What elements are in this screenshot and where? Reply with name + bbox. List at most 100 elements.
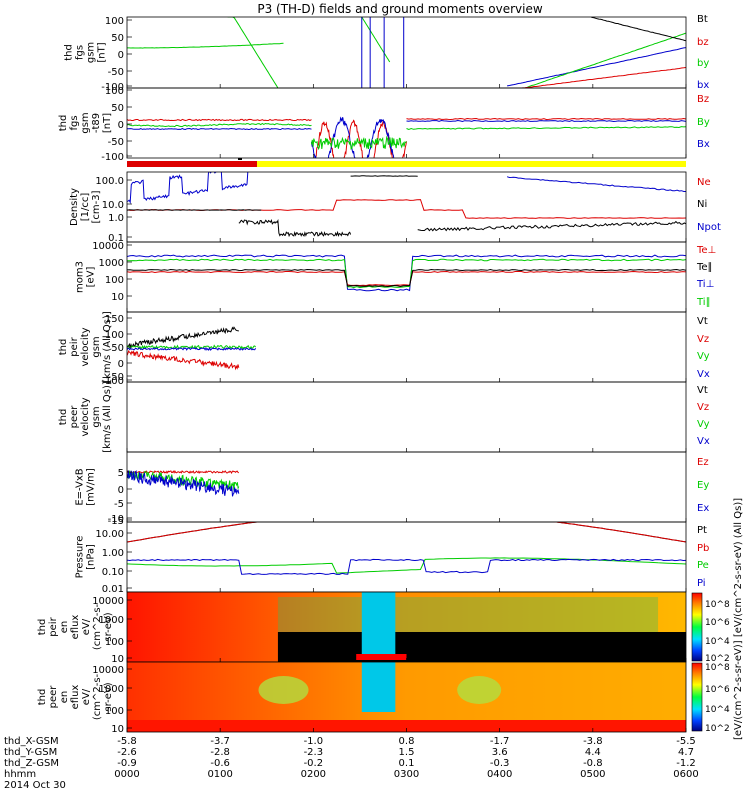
y-tick-label: 0.1 — [108, 233, 124, 244]
legend-vt: Vt — [697, 385, 708, 396]
legend-ti∥: Ti∥ — [696, 297, 711, 308]
orbit-value: -5.5 — [676, 736, 696, 747]
panel-frame — [126, 241, 687, 313]
spectrogram-band — [361, 592, 396, 656]
y-tick-label: 10 — [111, 724, 124, 735]
ez-trace — [127, 470, 240, 474]
y-tick-label: -50 — [108, 372, 124, 383]
panel-8-traces — [127, 522, 686, 576]
y-axis-label: (cm^2-s- — [92, 603, 103, 650]
y-axis-label: thd — [37, 619, 48, 636]
colorbar-tick-label: 10^6 — [705, 618, 730, 628]
y-axis-label: E=-VxB — [75, 468, 86, 505]
y-tick-label: 0 — [118, 50, 124, 61]
orbit-value: -3.7 — [210, 736, 230, 747]
y-tick-label: 0.01 — [102, 584, 124, 595]
vy-trace — [127, 344, 256, 350]
panel-10-traces — [127, 662, 686, 732]
panel-1: 100 50 0 -50 -100 thd fgs gsm [nT] Bt bz by bx — [64, 14, 710, 93]
y-axis-label: gsm — [91, 336, 102, 357]
y-tick-label: 100 — [105, 637, 124, 648]
y-axis-label: Density — [69, 188, 80, 226]
y-tick-label: 100 — [105, 275, 124, 286]
panel-8: 10.00 1.00 0.10 0.01 Pressure [nPa] Pt Pb Pe Pi — [75, 521, 709, 595]
y-tick-label: 100 — [105, 86, 124, 97]
y-axis-label: en — [59, 691, 70, 704]
orbit-value: -0.9 — [117, 758, 137, 769]
orbit-value: -2.8 — [210, 747, 230, 758]
bz-trace — [314, 119, 407, 158]
panel-1-traces — [127, 17, 686, 88]
te-par-trace — [127, 268, 686, 288]
orbit-value: 0.8 — [399, 736, 415, 747]
pt-trace — [127, 522, 686, 543]
bx-trace — [406, 119, 686, 123]
orbit-value: -3.8 — [583, 736, 603, 747]
bx-trace — [507, 47, 686, 87]
y-axis-label: velocity — [80, 327, 91, 366]
y-axis-label: Pressure — [75, 536, 86, 579]
ey-trace — [127, 470, 240, 491]
ne-trace — [127, 199, 686, 219]
colorbar-tick-label: 10^8 — [705, 600, 730, 610]
region-bar-red — [127, 161, 257, 167]
y-tick-label: 0 — [118, 120, 124, 131]
pi-trace — [127, 558, 686, 576]
panel-5: 150 100 50 0 -50-100 thd peir velocity gsm [km/s … — [58, 311, 710, 387]
y-tick-label: 100 — [105, 330, 124, 341]
orbit-value: -0.6 — [210, 758, 230, 769]
y-axis-label: [cm-3] — [91, 190, 102, 223]
y-axis-label: en — [59, 621, 70, 634]
spectrogram-region — [258, 676, 309, 704]
time-label: 0400 — [487, 769, 512, 780]
time-label: 0000 — [114, 769, 139, 780]
ti-perp-trace — [127, 254, 686, 292]
bt-trace — [590, 17, 686, 42]
y-axis-label: gsm — [86, 42, 97, 63]
panel-frame — [126, 171, 687, 243]
panel-4-traces — [127, 254, 686, 292]
orbit-value: -0.3 — [490, 758, 510, 769]
y-tick-label: -100 — [101, 152, 124, 163]
orbit-row-label: hhmm — [4, 769, 36, 780]
orbit-value: -0.2 — [304, 758, 324, 769]
y-axis-label: (cm^2-s- — [92, 673, 103, 720]
panel-7: 5 0 -5 -10-15 E=-VxB [mV/m] Ez Ey Ex — [75, 451, 709, 527]
y-axis-label: -t89 — [91, 113, 102, 133]
y-axis-label: thd — [58, 409, 69, 426]
y-axis-label: [km/s (All Qs)] — [102, 381, 113, 453]
panel-frame — [126, 381, 687, 453]
orbit-value: 1.5 — [399, 747, 415, 758]
time-label: 0200 — [301, 769, 326, 780]
colorbar: 10^810^610^410^210^810^610^410^2 [eV/(cm… — [691, 498, 744, 740]
y-axis-label: eflux — [70, 615, 81, 640]
colorbar-bottom-gradient — [691, 662, 703, 732]
panel-4: 10000 1000 100 10 mom3 [eV] Te⊥ Te∥ Ti⊥ Ti∥ — [75, 241, 716, 313]
colorbar-tick-label: 10^8 — [705, 663, 730, 673]
y-tick-label: 0 — [118, 485, 124, 496]
y-axis-label: peir — [69, 336, 80, 356]
y-axis-label: peer — [69, 405, 80, 429]
legend-vy: Vy — [697, 351, 710, 362]
panel-3: 100.0 10.0 1.0 0.1 Density [1/cc] [cm-3] Ne Ni Np… — [69, 171, 721, 244]
y-axis-label: thd — [37, 689, 48, 706]
y-axis-label: thd — [58, 339, 69, 356]
spectrogram-band — [356, 654, 407, 660]
y-tick-label: -5 — [114, 499, 124, 510]
y-axis-label: thd — [58, 115, 69, 132]
panel-frame — [126, 521, 687, 593]
orbit-value: -2.3 — [304, 747, 324, 758]
y-tick-label: 10000 — [92, 241, 124, 252]
y-axis-label: mom3 — [75, 261, 86, 293]
legend-pt: Pt — [697, 525, 707, 536]
legend-bz: bz — [697, 37, 709, 48]
region-bar-marker — [238, 158, 242, 160]
region-bar-yellow — [257, 161, 686, 167]
y-tick-label: 1000 — [99, 684, 124, 695]
by-trace — [127, 42, 284, 49]
colorbar-label: [eV/(cm^2-s-sr-eV)] [eV/(cm^2-s-sr-eV) (… — [733, 498, 744, 740]
legend-vz: Vz — [697, 334, 709, 345]
orbit-value: -1.0 — [304, 736, 324, 747]
